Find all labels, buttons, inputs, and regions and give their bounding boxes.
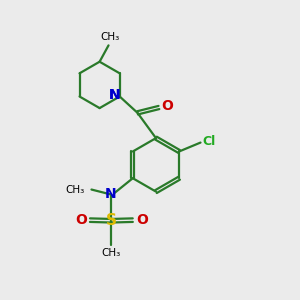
Text: CH₃: CH₃	[65, 184, 85, 194]
Text: O: O	[75, 213, 87, 227]
Text: Cl: Cl	[202, 135, 215, 148]
Text: O: O	[161, 99, 173, 113]
Text: O: O	[136, 213, 148, 227]
Text: N: N	[105, 187, 117, 201]
Text: CH₃: CH₃	[102, 248, 121, 258]
Text: N: N	[109, 88, 121, 102]
Text: N: N	[109, 88, 120, 102]
Text: S: S	[106, 213, 117, 228]
Text: CH₃: CH₃	[100, 32, 120, 42]
